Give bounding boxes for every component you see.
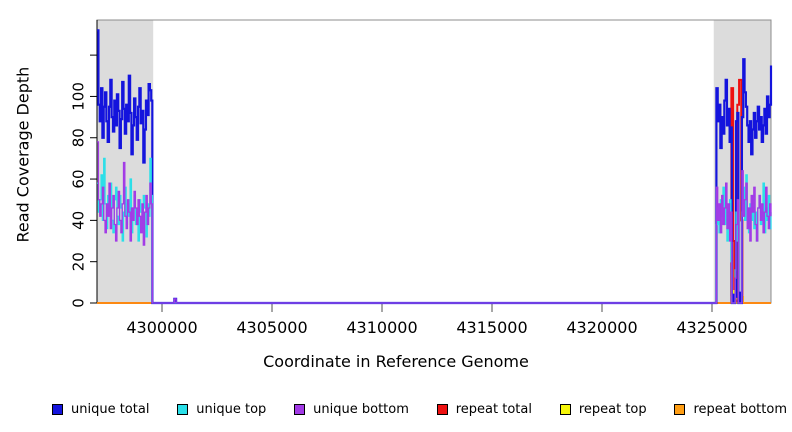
legend-label: unique bottom — [313, 401, 409, 417]
y-axis-title: Read Coverage Depth — [13, 66, 33, 243]
series-repeat_top-line — [97, 289, 771, 304]
legend-label: repeat total — [455, 401, 532, 417]
x-tick-label: 4305000 — [236, 318, 307, 337]
legend-item-repeat-total: repeat total — [436, 401, 532, 417]
x-tick-label: 4315000 — [456, 318, 527, 337]
series-unique_total-line — [97, 29, 773, 305]
legend-item-repeat-top: repeat top — [559, 401, 647, 417]
repeat-bottom-swatch-icon — [674, 403, 686, 415]
series-repeat_total-line — [97, 78, 771, 304]
unique-total-swatch-icon — [52, 403, 63, 415]
legend-label: repeat bottom — [693, 401, 787, 417]
y-tick-label: 40 — [70, 211, 88, 230]
x-tick-label: 4325000 — [676, 318, 747, 337]
y-tick-label: 80 — [70, 128, 88, 147]
unique-bottom-swatch-icon — [294, 403, 306, 415]
legend-item-unique-top: unique top — [177, 402, 266, 417]
x-tick-label: 4300000 — [126, 318, 197, 337]
legend-item-unique-bottom: unique bottom — [294, 402, 409, 417]
x-tick-label: 4320000 — [566, 318, 637, 337]
legend-label: unique total — [71, 401, 150, 417]
repeat-total-swatch-icon — [436, 403, 448, 415]
x-axis-title: Coordinate in Reference Genome — [263, 352, 529, 371]
chart-legend: unique total unique top unique bottom re… — [52, 399, 787, 419]
legend-item-unique-total: unique total — [52, 402, 149, 417]
x-tick-label: 4310000 — [346, 318, 417, 337]
legend-item-repeat-bottom: repeat bottom — [674, 402, 787, 417]
y-tick-label: 20 — [70, 252, 88, 271]
series-unique_bottom-line — [97, 141, 772, 304]
y-tick-label: 0 — [70, 298, 88, 308]
legend-label: unique top — [196, 401, 267, 417]
y-tick-label: 60 — [70, 170, 88, 189]
repeat-top-swatch-icon — [559, 403, 571, 415]
y-tick-label: 100 — [70, 82, 88, 111]
legend-label: repeat top — [578, 401, 647, 417]
plot-box — [96, 19, 772, 304]
series-unique_top-line — [97, 157, 772, 304]
unique-top-swatch-icon — [177, 403, 189, 415]
